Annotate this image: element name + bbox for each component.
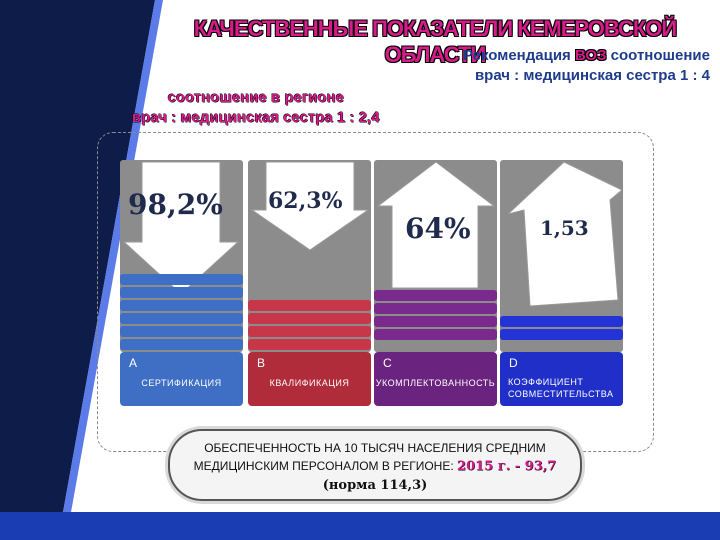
letter-b: B [257, 356, 266, 370]
label-combination: D КОЭФФИЦИЕНТ СОВМЕСТИТЕЛЬСТВА [500, 352, 623, 406]
region-ratio-line1: соотношение в регионе [167, 89, 344, 106]
up-arrow-icon [507, 161, 623, 307]
letter-c: C [383, 356, 392, 370]
summary-line2: МЕДИЦИНСКИМ ПЕРСОНАЛОМ В РЕГИОНЕ: 2015 г… [170, 459, 580, 474]
who-prefix: Рекомендация [462, 47, 575, 64]
page-title: КАЧЕСТВЕННЫЕ ПОКАЗАТЕЛИ КЕМЕРОВСКОЙ ОБЛА… [193, 16, 677, 67]
who-suffix: соотношение [606, 47, 710, 64]
summary-line2-value: 2015 г. - 93,7 [457, 459, 557, 474]
name-certification: СЕРТИФИКАЦИЯ [141, 378, 222, 388]
column-combination [500, 160, 623, 352]
combination-value: 1,53 [540, 216, 589, 240]
letter-a: A [129, 356, 138, 370]
name-combination: КОЭФФИЦИЕНТ СОВМЕСТИТЕЛЬСТВА [508, 377, 614, 399]
column-staffing [374, 160, 497, 352]
label-certification: A СЕРТИФИКАЦИЯ [120, 352, 243, 406]
footer-bar [0, 512, 720, 540]
certification-stack [120, 274, 243, 352]
certification-value: 98,2% [128, 188, 223, 221]
summary-panel: ОБЕСПЕЧЕННОСТЬ НА 10 ТЫСЯЧ НАСЕЛЕНИЯ СРЕ… [168, 429, 582, 501]
summary-norm: (норма 114,3) [322, 478, 428, 493]
column-qualification [248, 160, 371, 352]
name-qualification: КВАЛИФИКАЦИЯ [269, 378, 350, 388]
qualification-value: 62,3% [268, 188, 343, 214]
qualification-stack [248, 300, 371, 352]
who-recommendation-line2: врач : медицинская сестра 1 : 4 [474, 67, 710, 84]
label-qualification: B КВАЛИФИКАЦИЯ [248, 352, 371, 406]
column-certification [120, 160, 243, 352]
who-label: ВОЗ [574, 47, 607, 64]
name-staffing: УКОМПЛЕКТОВАННОСТЬ [375, 378, 496, 388]
region-ratio-line2: врач : медицинская сестра 1 : 2,4 [132, 109, 380, 126]
staffing-value: 64% [405, 212, 471, 245]
down-arrow-icon [122, 161, 240, 295]
up-arrow-icon [376, 161, 496, 289]
summary-line2-prefix: МЕДИЦИНСКИМ ПЕРСОНАЛОМ В РЕГИОНЕ: [193, 459, 458, 473]
staffing-stack [374, 290, 497, 342]
down-arrow-icon [250, 161, 370, 251]
summary-line1: ОБЕСПЕЧЕННОСТЬ НА 10 ТЫСЯЧ НАСЕЛЕНИЯ СРЕ… [204, 441, 546, 455]
who-recommendation: Рекомендация ВОЗ соотношение врач : меди… [463, 46, 710, 86]
label-staffing: C УКОМПЛЕКТОВАННОСТЬ [374, 352, 497, 406]
region-ratio: соотношение в регионе врач : медицинская… [132, 88, 380, 128]
combination-stack [500, 316, 623, 342]
who-recommendation-line1: Рекомендация ВОЗ соотношение [463, 46, 710, 66]
letter-d: D [509, 356, 518, 370]
